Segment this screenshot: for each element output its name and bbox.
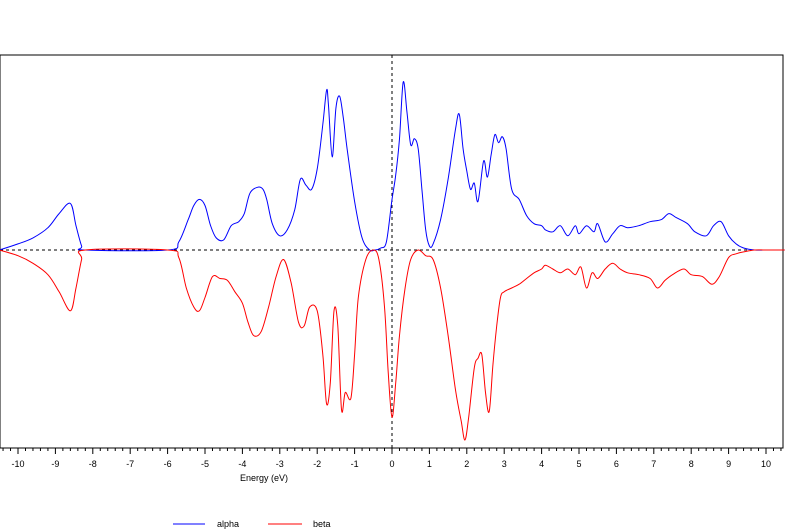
x-axis: -10 -9 -8 -7 -6 -5 -4 -3 -2 -1 0 1 2 3 4 5 6 7 8 9 10 <box>2 448 782 469</box>
x-tick-label: -7 <box>126 459 134 469</box>
x-tick-label: -4 <box>238 459 246 469</box>
x-tick-label: -10 <box>11 459 24 469</box>
x-tick-label: 0 <box>389 459 394 469</box>
legend-label-beta: beta <box>313 519 331 529</box>
x-tick-label: -3 <box>276 459 284 469</box>
legend: alpha beta <box>173 519 331 529</box>
x-tick-label: -6 <box>164 459 172 469</box>
x-tick-label: 10 <box>761 459 771 469</box>
x-tick-label: -5 <box>201 459 209 469</box>
x-tick-label: 5 <box>576 459 581 469</box>
x-tick-label: 4 <box>539 459 544 469</box>
x-tick-label: 2 <box>464 459 469 469</box>
x-tick-label: 9 <box>726 459 731 469</box>
series-beta-line <box>0 248 785 441</box>
x-tick-label: 7 <box>651 459 656 469</box>
x-tick-label: -2 <box>313 459 321 469</box>
x-tick-label: -9 <box>51 459 59 469</box>
x-tick-label: 1 <box>427 459 432 469</box>
x-tick-label: -8 <box>89 459 97 469</box>
x-tick-label: 8 <box>689 459 694 469</box>
x-axis-title: Energy (eV) <box>240 473 288 483</box>
series-alpha-line <box>0 81 785 252</box>
legend-label-alpha: alpha <box>217 519 239 529</box>
x-tick-label: 3 <box>502 459 507 469</box>
x-tick-label: 6 <box>614 459 619 469</box>
x-tick-label: -1 <box>351 459 359 469</box>
